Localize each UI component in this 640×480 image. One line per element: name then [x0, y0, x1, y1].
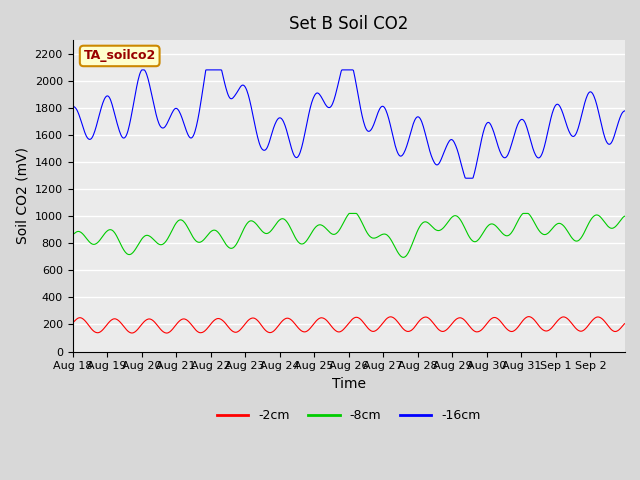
Y-axis label: Soil CO2 (mV): Soil CO2 (mV)	[15, 147, 29, 244]
Text: TA_soilco2: TA_soilco2	[84, 49, 156, 62]
Legend: -2cm, -8cm, -16cm: -2cm, -8cm, -16cm	[212, 405, 486, 428]
X-axis label: Time: Time	[332, 377, 366, 391]
Title: Set B Soil CO2: Set B Soil CO2	[289, 15, 408, 33]
